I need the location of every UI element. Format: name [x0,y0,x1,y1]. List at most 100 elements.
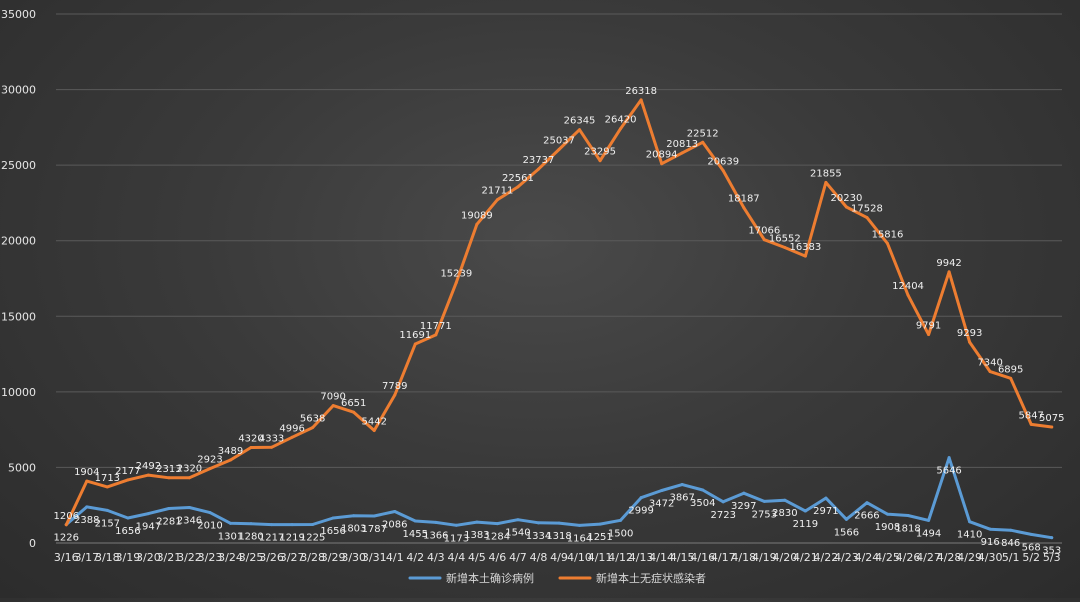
data-point [680,151,684,155]
x-tick-label: 3/18 [95,551,120,564]
data-point [742,206,746,210]
data-label: 21855 [810,168,842,179]
data-point [721,169,725,173]
data-label: 1383 [464,530,489,541]
x-tick-label: 4/11 [588,551,613,564]
data-point [701,488,705,492]
data-label: 21711 [482,186,514,197]
data-point [762,238,766,242]
data-label: 15239 [440,268,472,279]
data-point [290,523,294,527]
data-label: 2010 [197,521,222,532]
data-label: 26420 [605,115,637,126]
data-label: 7789 [382,381,407,392]
data-point [126,478,130,482]
x-tick-label: 3/29 [321,551,346,564]
data-label: 2281 [156,517,181,528]
data-label: 1908 [875,522,900,533]
data-point [742,491,746,495]
data-label: 5638 [300,414,325,425]
data-label: 6651 [341,398,366,409]
y-tick-label: 20000 [1,235,36,248]
data-label: 2346 [177,516,202,527]
data-point [701,140,705,144]
data-label: 3489 [218,446,243,457]
data-point [393,509,397,513]
data-point [824,496,828,500]
data-label: 9293 [957,328,982,339]
data-point [844,205,848,209]
x-tick-label: 4/12 [608,551,633,564]
data-point [187,506,191,510]
data-point [762,499,766,503]
data-label: 1500 [608,528,633,539]
x-tick-label: 4/29 [957,551,982,564]
legend: 新增本土确诊病例 新增本土无症状感染者 [408,571,706,585]
data-label: 2723 [711,510,736,521]
data-point [229,521,233,525]
data-label: 18187 [728,194,760,205]
data-point [906,293,910,297]
data-point [146,512,150,516]
x-tick-label: 3/28 [300,551,325,564]
data-label: 5075 [1039,413,1064,424]
x-tick-label: 4/9 [550,551,568,564]
x-tick-label: 3/25 [239,551,264,564]
x-tick-label: 5/1 [1002,551,1020,564]
data-label: 1787 [361,524,386,535]
data-label: 1284 [485,532,510,543]
data-label: 916 [981,537,1000,548]
data-label: 2830 [772,508,797,519]
x-tick-label: 3/26 [259,551,284,564]
data-point [311,426,315,430]
data-label: 19089 [461,210,493,221]
data-point [454,523,458,527]
data-point [126,516,130,520]
data-label: 3297 [731,501,756,512]
data-point [865,501,869,505]
data-label: 1904 [74,467,99,478]
x-tick-label: 5/2 [1022,551,1040,564]
data-label: 2320 [177,464,202,475]
data-point [270,523,274,527]
data-point [927,518,931,522]
data-point [598,522,602,526]
data-label: 23295 [584,147,616,158]
data-point [516,185,520,189]
data-labels: 1226238821571656194722812346201013011280… [54,86,1065,557]
data-label: 1225 [300,532,325,543]
legend-label: 新增本土确诊病例 [446,571,534,585]
data-point [968,340,972,344]
data-point [393,393,397,397]
data-point [865,216,869,220]
data-label: 1656 [320,526,345,537]
data-label: 16552 [769,233,801,244]
data-point [516,518,520,522]
data-point [988,370,992,374]
data-point [1050,425,1054,429]
data-label: 16383 [789,242,821,253]
data-point [105,485,109,489]
data-point [1050,536,1054,540]
data-point [85,479,89,483]
data-label: 20230 [831,193,863,204]
y-tick-label: 15000 [1,310,36,323]
x-tick-label: 4/10 [567,551,592,564]
data-point [598,159,602,163]
data-point [557,147,561,151]
data-point [270,445,274,449]
data-label: 1280 [238,532,263,543]
data-label: 9791 [916,321,941,332]
y-tick-label: 30000 [1,84,36,97]
data-label: 5442 [361,417,386,428]
data-label: 1410 [957,530,982,541]
data-point [783,245,787,249]
legend-label: 新增本土无症状感染者 [596,571,706,585]
x-tick-label: 4/30 [978,551,1003,564]
x-tick-label: 4/21 [793,551,818,564]
data-point [331,404,335,408]
data-point [495,522,499,526]
data-label: 5646 [936,466,961,477]
data-label: 3472 [649,499,674,510]
x-tick-label: 4/26 [896,551,921,564]
